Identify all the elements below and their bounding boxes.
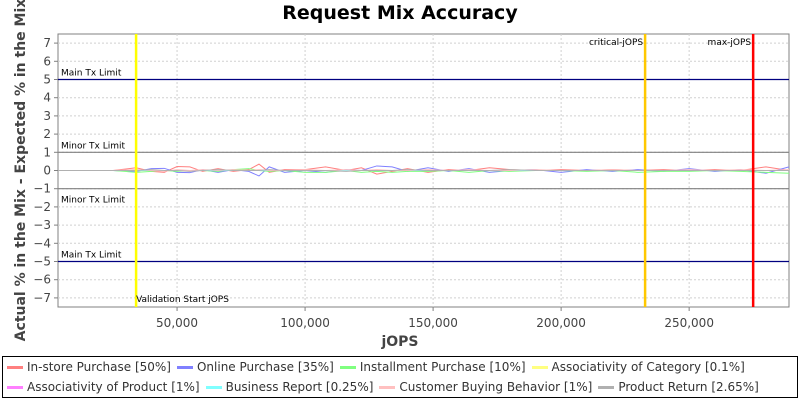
- limit-label: Main Tx Limit: [61, 251, 122, 261]
- legend-swatch: [7, 365, 23, 369]
- y-tick-label: −3: [33, 218, 51, 232]
- legend-label: Product Return [2.65%]: [618, 380, 759, 394]
- y-tick-label: 6: [43, 54, 51, 68]
- y-tick-label: −4: [33, 236, 51, 250]
- y-tick-label: 4: [43, 91, 51, 105]
- x-tick-label: 150,000: [408, 316, 458, 330]
- y-tick-label: 2: [43, 127, 51, 141]
- x-axis-label: jOPS: [380, 334, 418, 350]
- y-tick-label: 0: [43, 164, 51, 178]
- chart-canvas: 7 6 5 4 3 2 1 0 −1 −2 −3 −4 −5 −6 −7 50,000 100,000 150,0…: [13, 0, 790, 350]
- legend-item: Online Purchase [35%]: [176, 360, 334, 374]
- legend-item: In-store Purchase [50%]: [7, 360, 171, 374]
- y-axis-label: Actual % in the Mix - Expected % in the …: [13, 0, 29, 341]
- legend-label: Associativity of Product [1%]: [27, 380, 200, 394]
- legend-swatch: [205, 385, 222, 389]
- legend-swatch: [598, 385, 615, 389]
- y-tick-label: −7: [33, 291, 51, 305]
- marker-label: Validation Start jOPS: [136, 295, 229, 305]
- legend: In-store Purchase [50%] Online Purchase […: [2, 356, 798, 398]
- legend-label: Customer Buying Behavior [1%]: [399, 380, 593, 394]
- x-tick-label: 250,000: [664, 316, 714, 330]
- marker-label: max-jOPS: [708, 38, 752, 48]
- legend-label: Online Purchase [35%]: [196, 360, 334, 374]
- legend-item: Customer Buying Behavior [1%]: [379, 380, 592, 394]
- y-tick-label: −6: [33, 273, 51, 287]
- y-tick-label: 3: [43, 109, 51, 123]
- legend-label: In-store Purchase [50%]: [27, 360, 171, 374]
- legend-item: Associativity of Product [1%]: [7, 380, 200, 394]
- legend-swatch: [379, 385, 396, 389]
- legend-swatch: [339, 365, 356, 369]
- series-line: [58, 169, 789, 172]
- legend-label: Installment Purchase [10%]: [359, 360, 526, 374]
- legend-item: Business Report [0.25%]: [205, 380, 374, 394]
- x-tick-label: 50,000: [156, 316, 198, 330]
- legend-label: Associativity of Category [0.1%]: [551, 360, 745, 374]
- legend-item: Product Return [2.65%]: [598, 380, 759, 394]
- legend-swatch: [176, 365, 193, 369]
- x-tick-label: 100,000: [280, 316, 330, 330]
- limit-label: Minor Tx Limit: [61, 196, 126, 206]
- legend-swatch: [7, 385, 23, 389]
- chart-title: Request Mix Accuracy: [282, 2, 518, 24]
- x-tick-label: 200,000: [536, 316, 586, 330]
- y-tick-label: −5: [33, 255, 51, 269]
- y-tick-label: 1: [43, 145, 51, 159]
- y-tick-label: 5: [43, 73, 51, 87]
- y-tick-label: −2: [33, 200, 51, 214]
- y-tick-label: −1: [33, 182, 51, 196]
- series-line: [58, 168, 790, 174]
- legend-label: Business Report [0.25%]: [225, 380, 374, 394]
- limit-label: Main Tx Limit: [61, 69, 122, 79]
- limit-label: Minor Tx Limit: [61, 141, 126, 151]
- legend-item: Installment Purchase [10%]: [339, 360, 526, 374]
- legend-row: In-store Purchase [50%] Online Purchase […: [3, 357, 797, 377]
- y-tick-label: 7: [43, 36, 51, 50]
- marker-label: critical-jOPS: [589, 38, 643, 48]
- legend-row: Associativity of Product [1%] Business Re…: [3, 377, 797, 397]
- legend-item: Associativity of Category [0.1%]: [531, 360, 745, 374]
- legend-swatch: [531, 365, 548, 369]
